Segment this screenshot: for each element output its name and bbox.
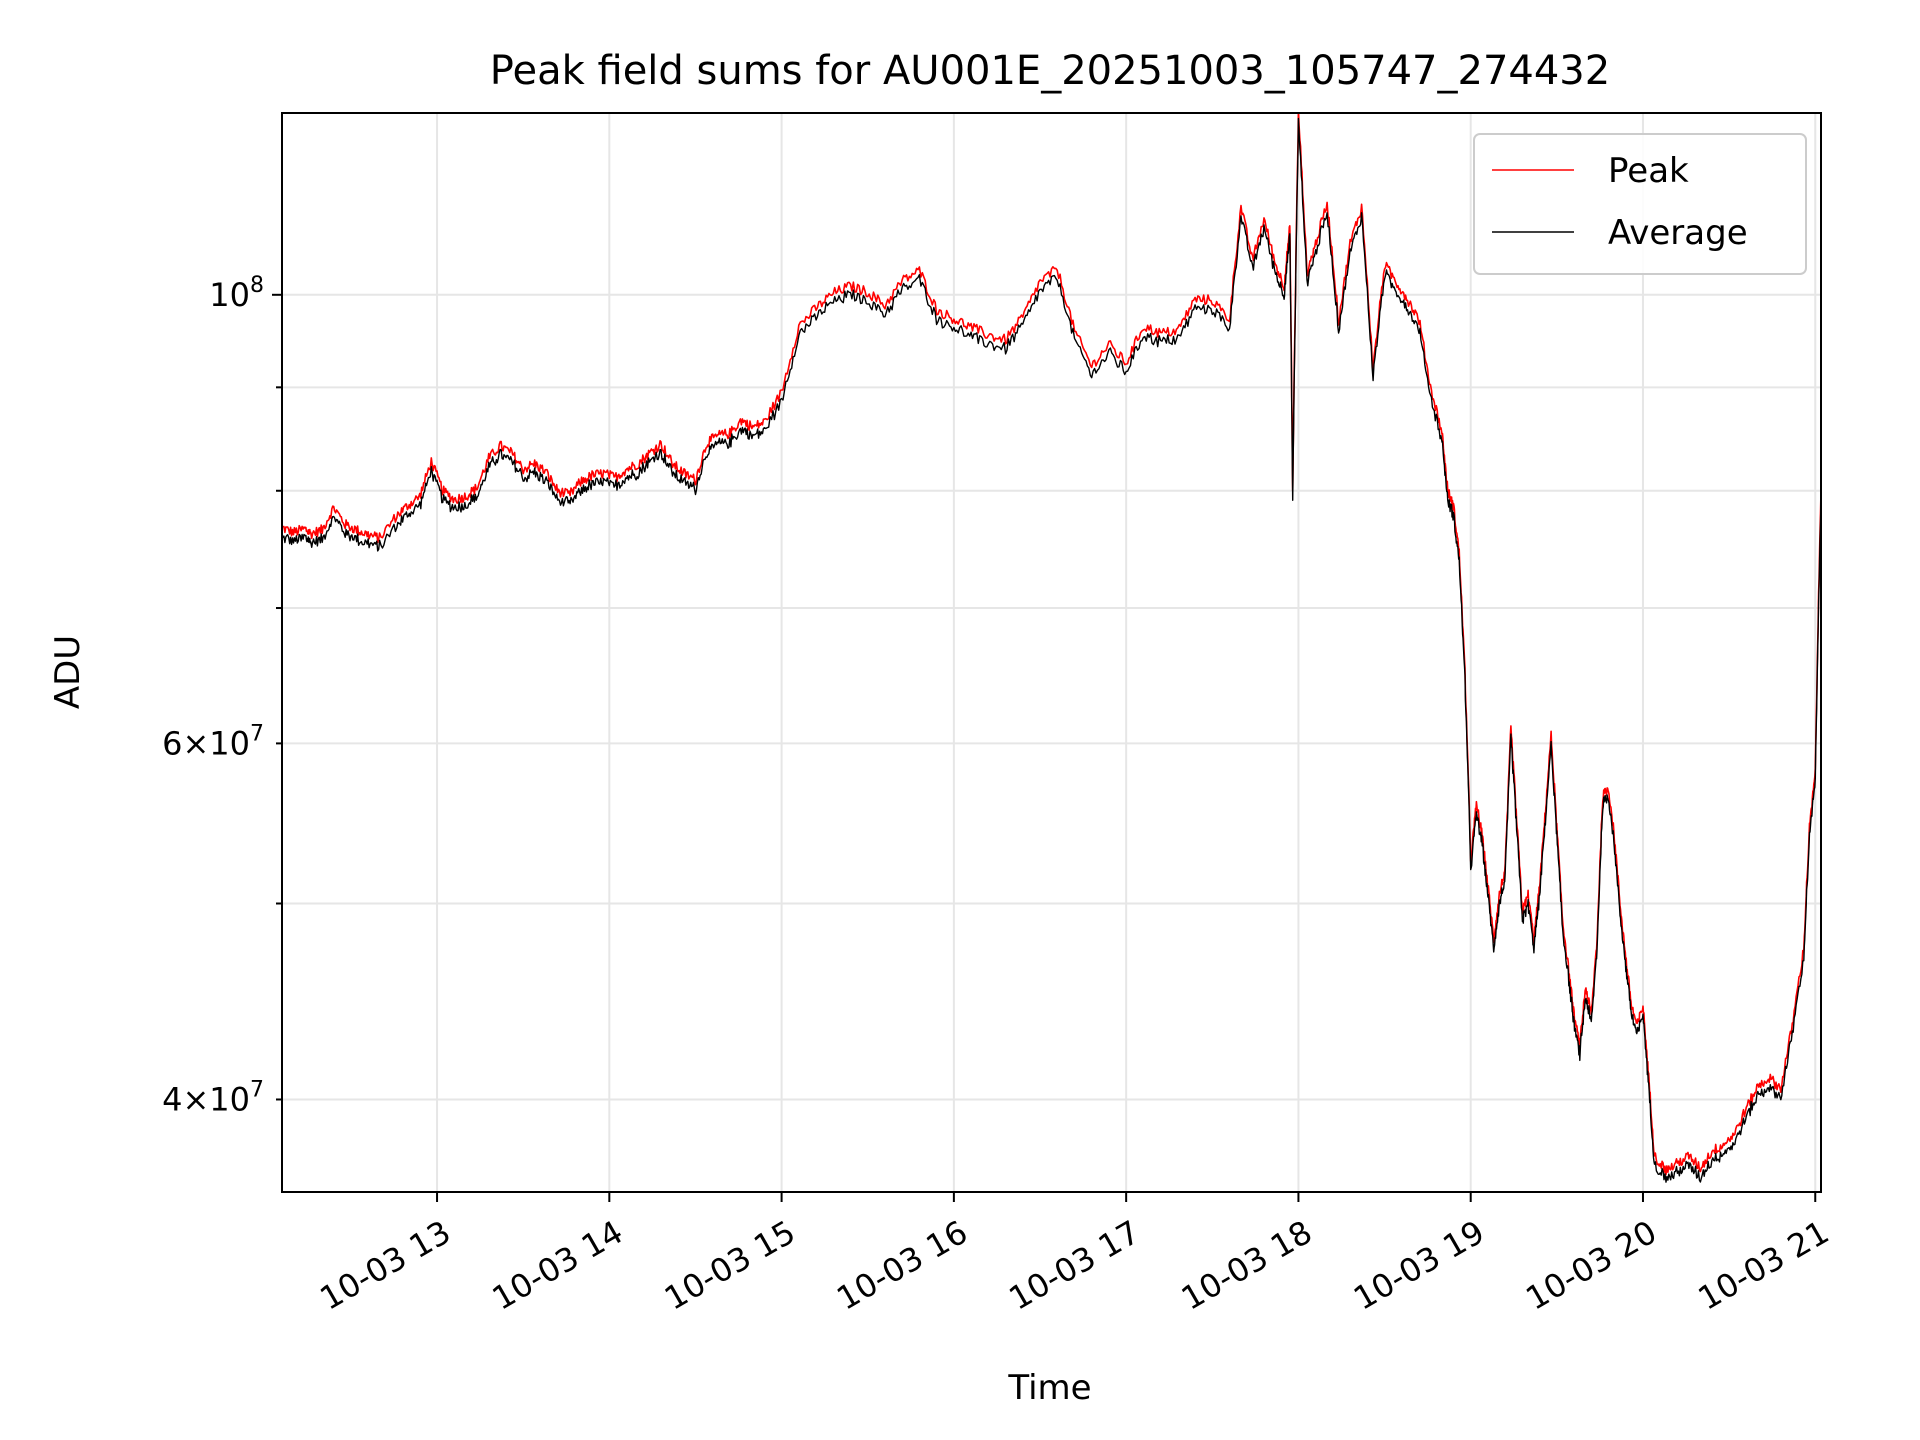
legend-label-average: Average bbox=[1608, 213, 1748, 253]
x-axis-label: Time bbox=[1007, 1368, 1091, 1408]
series-group bbox=[282, 113, 1821, 1183]
plot-frame bbox=[281, 112, 1822, 1193]
legend-box bbox=[1473, 133, 1807, 275]
y-tick-label: 6×107 bbox=[162, 721, 264, 762]
y-tick-label: 4×107 bbox=[162, 1077, 264, 1118]
series-line-average bbox=[282, 117, 1821, 1183]
y-tick-label: 108 bbox=[209, 273, 264, 314]
y-axis-label: ADU bbox=[48, 635, 88, 709]
chart-title: Peak field sums for AU001E_20251003_1057… bbox=[490, 48, 1610, 94]
legend-label-peak: Peak bbox=[1608, 151, 1689, 191]
plot-area bbox=[282, 113, 1821, 1183]
grid-lines bbox=[282, 113, 1821, 1192]
legend: Peak Average bbox=[1473, 133, 1807, 275]
series-line-peak bbox=[282, 113, 1821, 1176]
